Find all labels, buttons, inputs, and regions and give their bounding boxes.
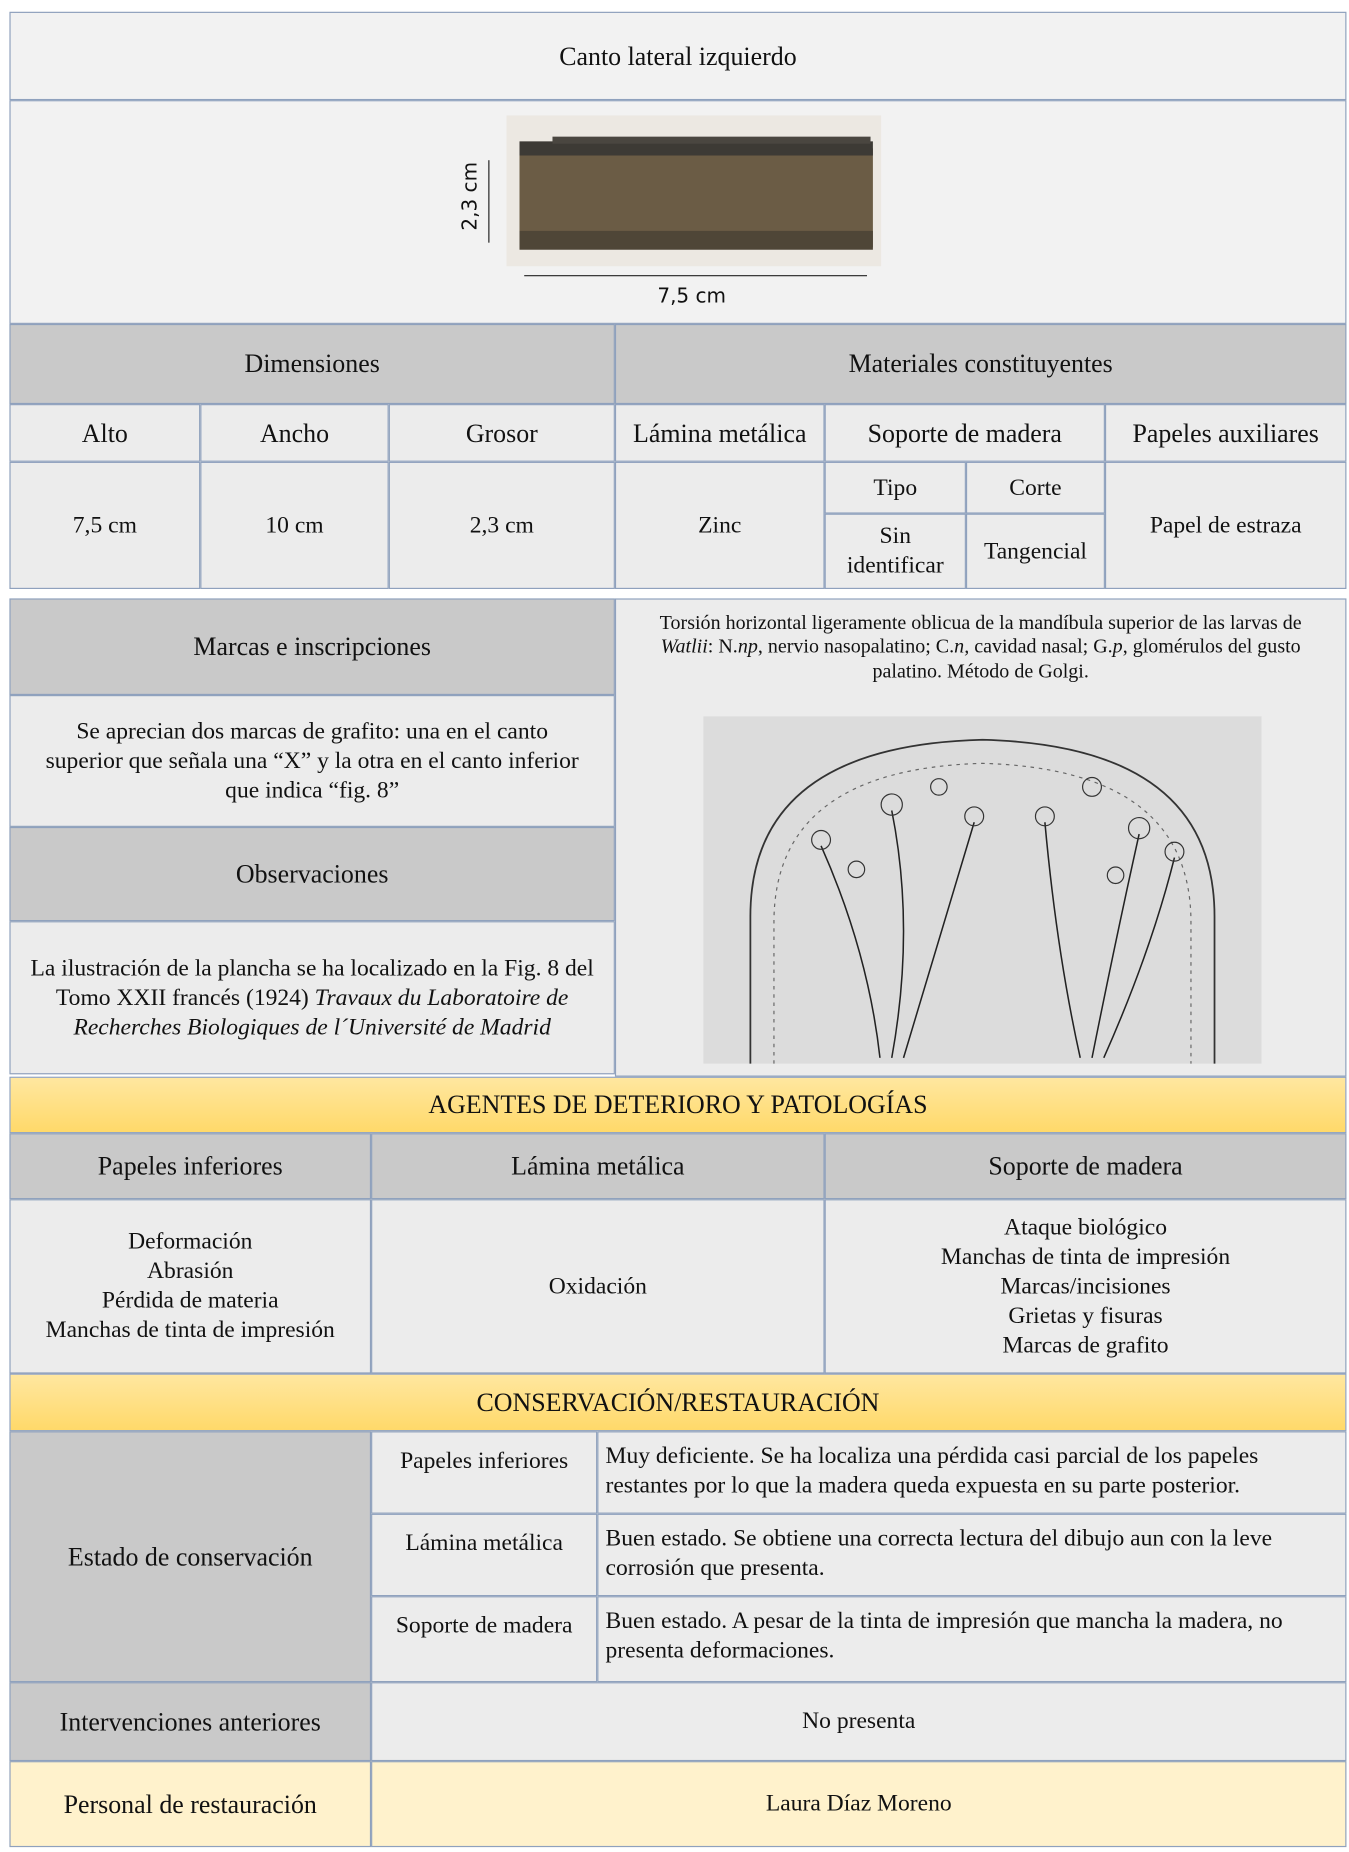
column-label: Grosor [388, 404, 615, 462]
value: Papel de estraza [1104, 461, 1347, 589]
paragraph: La ilustración de la plancha se ha local… [18, 954, 607, 1042]
drawing [703, 716, 1262, 1064]
value: Laura Díaz Moreno [371, 1761, 1347, 1848]
caption: Torsión horizontal ligeramente oblicua d… [623, 602, 1338, 683]
row-label: Estado de conservación [9, 1431, 372, 1683]
agent-item: Manchas de tinta de impresión [45, 1317, 335, 1343]
agent-item: Abrasión [147, 1258, 234, 1285]
column-label: Lámina metálica [371, 1133, 825, 1200]
observations-text: La ilustración de la plancha se ha local… [9, 921, 615, 1075]
text-run: , nervio nasopalatino; C. [757, 635, 955, 658]
marks-text: Se aprecian dos marcas de grafito: una e… [9, 695, 615, 827]
text-run: cavidad nasal; G. [969, 635, 1113, 658]
text-run: Torsión horizontal ligeramente oblicua d… [659, 611, 1302, 634]
text-run: La ilustración de la plancha se ha local… [30, 954, 594, 1011]
column-label: Lámina metálica [614, 404, 825, 462]
title: Canto lateral izquierdo [9, 11, 1347, 101]
agent-item: Deformación [128, 1228, 253, 1255]
value: Tangencial [965, 513, 1105, 589]
part-label: Papeles inferiores [371, 1431, 598, 1514]
section-header: CONSERVACIÓN/RESTAURACIÓN [9, 1373, 1347, 1432]
agent-list: Ataque biológico Manchas de tinta de impr… [824, 1199, 1347, 1374]
agent-list: Deformación Abrasión Pérdida de materia Man… [9, 1199, 372, 1374]
photo-cell: 2,3 cm 7,5 cm [9, 100, 1347, 324]
text-run: Travaux du Laboratoire de Recherches Bio… [73, 984, 569, 1040]
section-header: Observaciones [9, 826, 615, 922]
agent-list: Oxidación [371, 1199, 825, 1374]
text-run: Watlii [660, 635, 708, 658]
agent-item: Ataque biológico [1004, 1213, 1167, 1240]
value: Zinc [614, 461, 825, 589]
value: 7,5 cm [9, 461, 201, 589]
row-label: Intervenciones anteriores [9, 1682, 372, 1762]
row-label: Personal de restauración [9, 1761, 372, 1848]
sub-label: Tipo [824, 461, 966, 514]
column-label: Papeles inferiores [9, 1133, 372, 1200]
state-text: Buen estado. A pesar de la tinta de impr… [597, 1596, 1347, 1683]
part-label: Soporte de madera [371, 1596, 598, 1683]
state-text: Buen estado. Se obtiene una correcta lec… [597, 1513, 1347, 1597]
photo [488, 115, 882, 277]
text-run: np [737, 635, 758, 658]
section-header: Marcas e inscripciones [9, 598, 615, 696]
section-header: AGENTES DE DETERIORO Y PATOLOGÍAS [9, 1076, 1347, 1134]
value: Sin identificar [824, 513, 966, 589]
column-label: Soporte de madera [824, 404, 1105, 462]
value: No presenta [371, 1682, 1347, 1762]
agent-item: Grietas y fisuras [1008, 1302, 1163, 1329]
section-header: Dimensiones [9, 323, 615, 405]
height-label: 2,3 cm [458, 161, 483, 231]
text-run: , glomérulos del gusto palatino. Método … [872, 635, 1301, 682]
agent-item: Pérdida de materia [101, 1287, 279, 1314]
text-run: n, [954, 635, 970, 658]
figure-cell: Torsión horizontal ligeramente oblicua d… [614, 598, 1347, 1077]
column-label: Soporte de madera [824, 1133, 1347, 1200]
width-label: 7,5 cm [657, 285, 727, 309]
sub-label: Corte [965, 461, 1105, 514]
state-text: Muy deficiente. Se ha localiza una pérdi… [597, 1431, 1347, 1514]
column-label: Alto [9, 404, 201, 462]
text-run: : N. [707, 635, 738, 658]
section-header: Materiales constituyentes [614, 323, 1347, 405]
value: 10 cm [200, 461, 389, 589]
text-run: p [1112, 635, 1123, 658]
part-label: Lámina metálica [371, 1513, 598, 1597]
column-label: Papeles auxiliares [1104, 404, 1347, 462]
column-label: Ancho [200, 404, 389, 462]
value: 2,3 cm [388, 461, 615, 589]
agent-item: Marcas de grafito [1002, 1331, 1169, 1358]
agent-item: Marcas/incisiones [1000, 1272, 1171, 1299]
agent-item: Oxidación [548, 1272, 647, 1299]
agent-item: Manchas de tinta de impresión [940, 1243, 1231, 1270]
